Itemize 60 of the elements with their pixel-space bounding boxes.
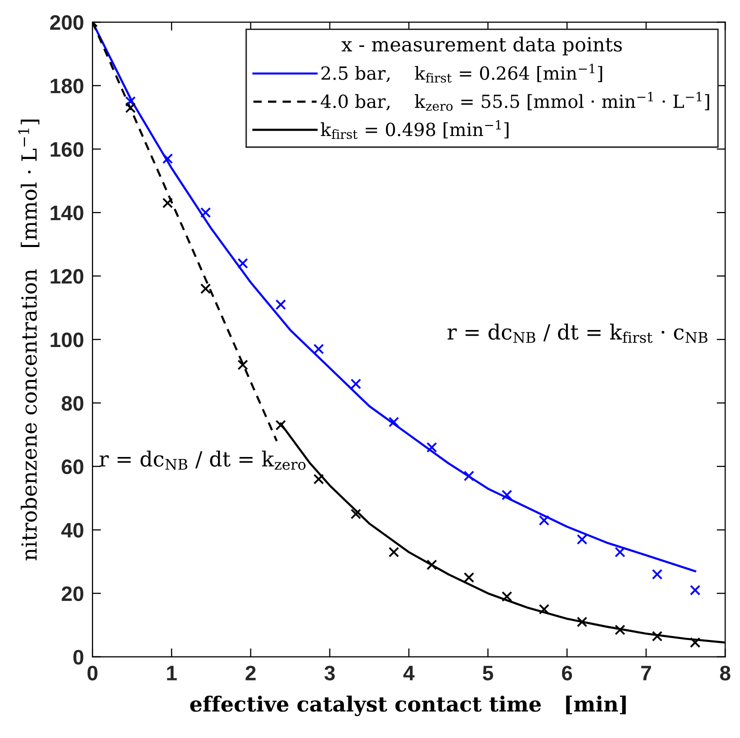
y-tick-label: 120: [50, 269, 84, 284]
point: [350, 508, 362, 520]
point: [464, 572, 474, 583]
x-tick-label: 3: [324, 666, 335, 680]
y-tick-label: 80: [62, 396, 84, 411]
annotation: r = dc$_{NB}$ / dt = k$_{zero}$: [100, 450, 306, 470]
x-tick-label: 7: [641, 666, 651, 680]
x-axis-title: effective catalyst contact time [min]: [190, 696, 626, 716]
point: [125, 102, 136, 114]
x-tick-label: 2: [246, 666, 256, 680]
point: [464, 470, 474, 482]
point: [237, 360, 248, 370]
x-tick-label: 1: [167, 666, 177, 680]
point: [614, 624, 626, 636]
point: [162, 198, 173, 208]
point: [275, 299, 286, 310]
y-tick-label: 40: [61, 522, 84, 538]
x-tick-label: 0: [88, 666, 98, 680]
point: [538, 515, 550, 526]
point: [388, 546, 400, 558]
annotation: r = dc$_{NB}$ / dt = k$_{first}$ · c$_{NB}$: [448, 324, 708, 343]
y-tick-label: 60: [62, 459, 84, 474]
point: [576, 616, 588, 628]
y-tick-label: 100: [50, 332, 84, 348]
point: [200, 207, 211, 218]
y-tick-label: 140: [50, 206, 84, 220]
y-tick-label: 200: [50, 15, 84, 30]
y-tick-label: 0: [73, 650, 84, 665]
x-tick-label: 8: [720, 666, 730, 680]
legend-label: 2.5 bar, k$_{first}$ = 0.264 [min$^{−1}$]: [321, 64, 602, 83]
point: [576, 534, 588, 545]
point: [502, 591, 512, 602]
y-tick-label: 160: [50, 142, 84, 157]
point: [200, 283, 211, 294]
point: [125, 96, 136, 107]
x-tick-label: 6: [562, 666, 572, 680]
point: [538, 604, 550, 615]
point: [313, 474, 324, 484]
point: [313, 344, 324, 354]
legend-label: 4.0 bar, k$_{zero}$ = 55.5 [mmol · min$^{−1}$ · L$^{−1}$]: [320, 92, 710, 111]
y-tick-label: 180: [50, 78, 84, 94]
legend-label: k$_{first}$ = 0.498 [min$^{−1}$]: [320, 120, 508, 140]
point: [652, 630, 662, 642]
point: [275, 420, 286, 430]
x-tick-label: 4: [403, 666, 415, 680]
point: [426, 442, 438, 453]
point: [652, 569, 662, 580]
y-tick-label: 20: [62, 586, 84, 602]
point: [350, 378, 362, 390]
point: [614, 546, 626, 558]
point: [237, 258, 248, 269]
point: [502, 490, 512, 500]
point: [162, 153, 173, 164]
point: [690, 637, 700, 648]
point: [426, 559, 438, 570]
x-tick-label: 5: [482, 666, 494, 680]
y-axis-title: nitrobenzene concentration [mmol · L$^{−1}$]: [18, 120, 40, 560]
point: [388, 416, 400, 428]
legend-title: x - measurement data points: [342, 36, 622, 56]
point: [690, 584, 700, 596]
